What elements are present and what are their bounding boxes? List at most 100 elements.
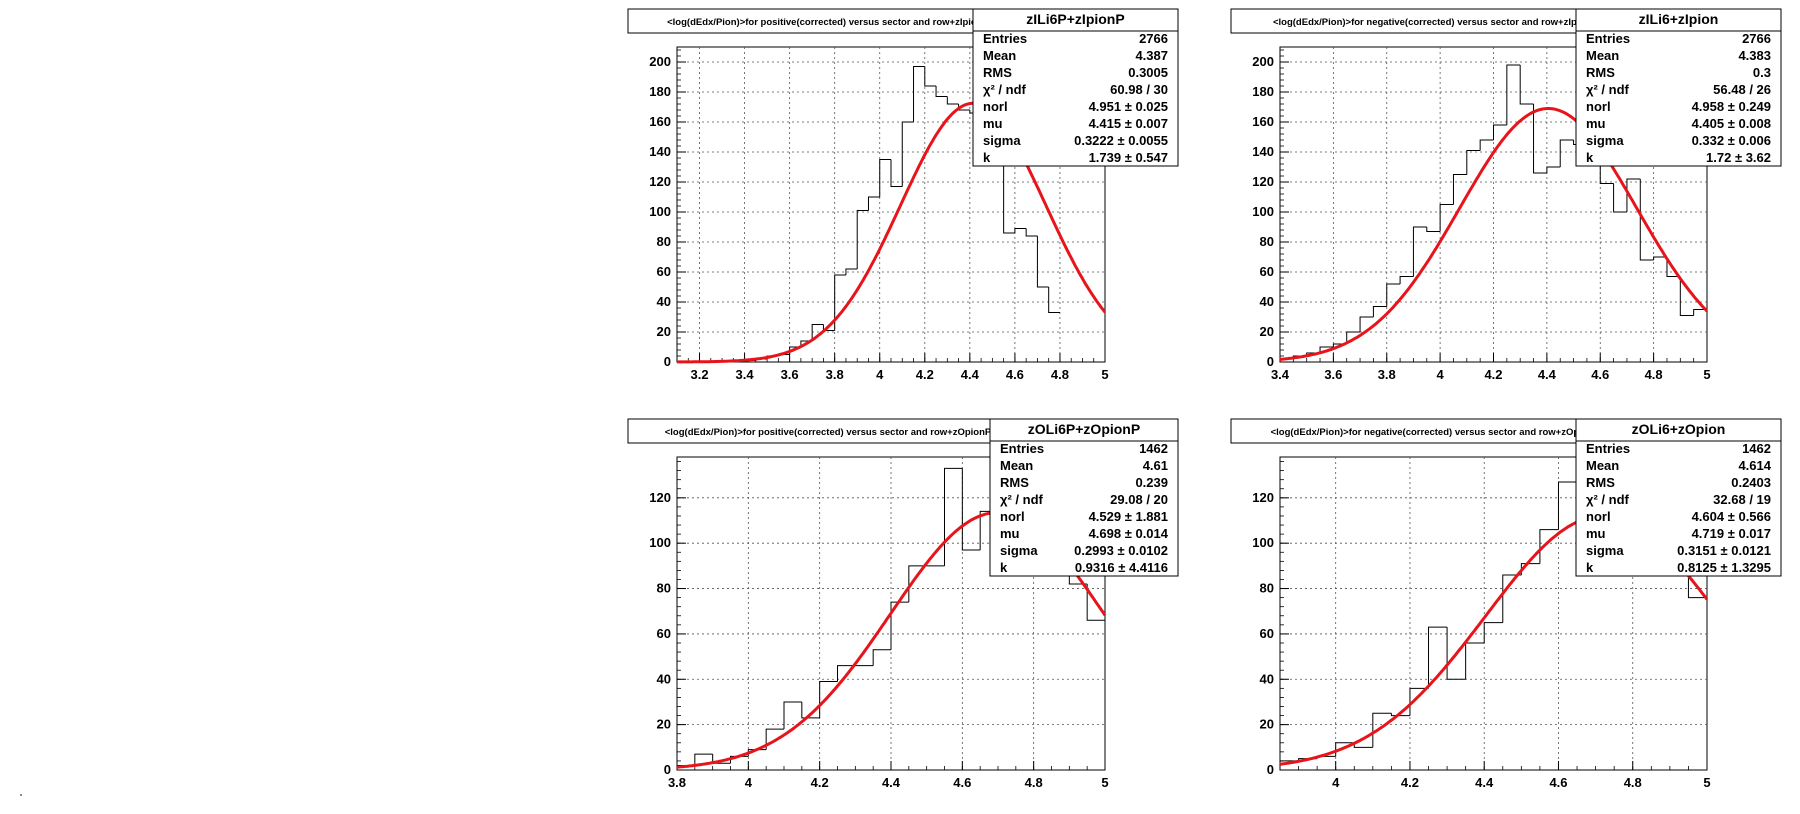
stats-value: 1462 (1742, 441, 1771, 456)
stats-value: 4.383 (1738, 48, 1771, 63)
y-tick-label: 160 (1252, 114, 1274, 129)
histogram-bin (1493, 124, 1507, 140)
chart-title: <log(dEdx/Pion)>for negative(corrected) … (1273, 17, 1591, 28)
chart-pad-1: 3.2 3.4 3.6 3.8 4 4.2 4.4 4.6 4.8 5 0 20 40 60 80 100 12… (627, 8, 1179, 382)
stats-label: sigma (983, 133, 1021, 148)
stats-value: 1462 (1139, 441, 1168, 456)
x-tick-label: 3.6 (1324, 367, 1342, 382)
stats-value: 0.2993 ± 0.0102 (1074, 543, 1168, 558)
histogram-bin (1613, 183, 1627, 213)
x-tick-label: 4.8 (1624, 775, 1642, 790)
histogram-bin (1372, 306, 1387, 317)
stats-label: Entries (983, 31, 1027, 46)
histogram-bin (935, 86, 948, 97)
stats-label: Mean (1000, 458, 1033, 473)
stats-value: 0.8125 ± 1.3295 (1677, 560, 1771, 575)
stats-value: 32.68 / 19 (1713, 492, 1771, 507)
y-tick-label: 180 (1252, 84, 1274, 99)
y-tick-label: 80 (1260, 234, 1274, 249)
stats-value: 0.9316 ± 4.4116 (1075, 560, 1168, 575)
chart-pad-4: 4 4.2 4.4 4.6 4.8 5 0 20 40 60 80 100 120 <log(dEdx/P… (1230, 418, 1782, 790)
stats-value: 0.239 (1135, 475, 1168, 490)
chart-title: <log(dEdx/Pion)>for positive(corrected) … (665, 427, 992, 438)
histogram-bin (765, 728, 784, 750)
y-tick-label: 0 (664, 354, 671, 369)
stats-value: 56.48 / 26 (1713, 82, 1771, 97)
histogram-bin (811, 324, 824, 341)
histogram-bin (924, 66, 937, 87)
histogram-bin (1412, 226, 1427, 277)
y-tick-label: 100 (649, 204, 671, 219)
y-tick-label: 200 (649, 54, 671, 69)
histogram-bin (1279, 760, 1299, 770)
stats-value: 4.604 ± 0.566 (1692, 509, 1771, 524)
histogram-bin (837, 665, 856, 682)
stats-label: Mean (1586, 48, 1619, 63)
y-tick-label: 200 (1252, 54, 1274, 69)
histogram-bin (1483, 622, 1503, 643)
stats-label: Mean (983, 48, 1016, 63)
stats-value: 0.3151 ± 0.0121 (1677, 543, 1771, 558)
histogram-bin (1003, 137, 1015, 234)
x-tick-label: 4.2 (916, 367, 934, 382)
x-tick-label: 4.8 (1645, 367, 1663, 382)
stats-label: k (1586, 150, 1594, 165)
stats-label: norl (983, 99, 1008, 114)
y-tick-label: 120 (1252, 490, 1274, 505)
stats-label: k (1000, 560, 1008, 575)
histogram-bin (1653, 256, 1667, 260)
x-tick-label: 4.6 (1006, 367, 1024, 382)
y-tick-label: 80 (657, 581, 671, 596)
stats-label: Entries (1000, 441, 1044, 456)
title-box (627, 8, 1029, 34)
x-tick-label: 3.6 (781, 367, 799, 382)
y-tick-label: 40 (657, 294, 671, 309)
stats-value: 2766 (1742, 31, 1771, 46)
x-tick-label: 4.2 (1484, 367, 1502, 382)
stats-label: RMS (1000, 475, 1029, 490)
x-tick-label: 5 (1101, 367, 1108, 382)
histogram-bin (890, 601, 909, 650)
y-tick-label: 120 (1252, 174, 1274, 189)
stats-label: mu (1586, 116, 1606, 131)
histogram-bin (1359, 316, 1374, 332)
histogram-bin (1086, 584, 1105, 621)
y-tick-label: 20 (657, 717, 671, 732)
histogram-bin (1557, 481, 1578, 530)
x-tick-label: 4.2 (1401, 775, 1419, 790)
title-box (1230, 418, 1634, 444)
stats-value: 4.958 ± 0.249 (1692, 99, 1771, 114)
corner-mark (20, 794, 22, 796)
stats-value: 0.3005 (1128, 65, 1168, 80)
stats-label: χ² / ndf (1586, 82, 1630, 97)
histogram-bin (890, 159, 903, 187)
histogram-bin (1025, 228, 1038, 237)
x-tick-label: 3.2 (690, 367, 708, 382)
stats-label: RMS (1586, 65, 1615, 80)
stats-box (989, 418, 1179, 577)
y-tick-label: 100 (1252, 204, 1274, 219)
stats-label: sigma (1586, 543, 1624, 558)
stats-box (1575, 418, 1782, 577)
x-tick-label: 3.8 (668, 775, 686, 790)
title-box (627, 418, 1029, 444)
histogram-bin (872, 649, 891, 666)
stats-label: χ² / ndf (983, 82, 1027, 97)
x-tick-label: 4.2 (811, 775, 829, 790)
stats-value: 1.739 ± 0.547 (1089, 150, 1168, 165)
histogram-bin (1546, 166, 1561, 173)
histogram-bin (1506, 64, 1521, 125)
histogram-bin (1439, 204, 1454, 232)
stats-label: sigma (1000, 543, 1038, 558)
stats-value: 4.387 (1135, 48, 1168, 63)
histogram-bin (1426, 227, 1441, 232)
histogram-bin (1479, 139, 1494, 151)
histogram-bin (834, 274, 846, 331)
x-tick-label: 4.4 (882, 775, 901, 790)
y-tick-label: 140 (1252, 144, 1274, 159)
stats-box (972, 8, 1179, 167)
stats-value: 4.698 ± 0.014 (1089, 526, 1169, 541)
histogram-bin (1372, 712, 1392, 748)
y-tick-label: 0 (1267, 354, 1274, 369)
histogram-bin (1428, 626, 1448, 689)
